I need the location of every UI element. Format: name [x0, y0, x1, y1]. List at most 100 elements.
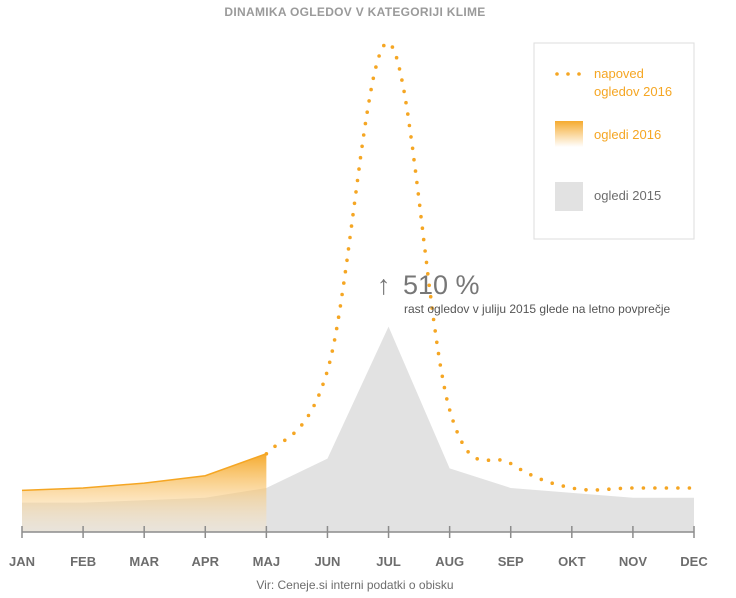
x-ticks: JAN FEB MAR APR MAJ JUN JUL AUG SEP OKT NOV DEC [9, 526, 708, 569]
forecast-dot [390, 45, 395, 49]
forecast-dot [584, 488, 588, 492]
forecast-dot [451, 419, 455, 423]
forecast-dot [397, 67, 402, 71]
forecast-dot [332, 338, 337, 342]
legend-label-2016: ogledi 2016 [594, 127, 661, 142]
forecast-dot [508, 461, 513, 466]
forecast-dot [630, 486, 634, 490]
forecast-dot [424, 260, 429, 265]
forecast-dot [324, 371, 329, 376]
x-tick-label: MAJ [253, 554, 280, 569]
forecast-dot [442, 385, 447, 390]
forecast-dot [438, 363, 443, 367]
forecast-dot [365, 110, 370, 114]
forecast-dot [402, 89, 406, 94]
forecast-dot [447, 408, 452, 412]
forecast-dot [436, 351, 441, 356]
forecast-dot [367, 99, 371, 103]
forecast-dot [394, 55, 399, 60]
forecast-dot [539, 477, 544, 482]
forecast-dot [348, 235, 352, 240]
forecast-dot [351, 212, 355, 217]
forecast-dot [427, 283, 432, 288]
forecast-dot [421, 237, 426, 242]
forecast-dot [445, 397, 449, 401]
annotation: ↑ 510 % rast ogledov v juliju 2015 glede… [377, 270, 671, 316]
x-tick-label: OKT [558, 554, 586, 569]
forecast-dot [518, 467, 523, 472]
forecast-dot [264, 452, 269, 456]
forecast-dot [346, 247, 351, 251]
forecast-dot [321, 382, 325, 387]
forecast-dot [371, 76, 376, 81]
area-2016-layer [21, 453, 267, 532]
forecast-dot [327, 360, 332, 365]
forecast-dot [676, 486, 680, 490]
forecast-dot [342, 281, 346, 285]
forecast-dot [374, 65, 378, 69]
forecast-dot [406, 112, 410, 116]
forecast-dot [529, 473, 533, 477]
forecast-dot [430, 306, 434, 310]
forecast-dot [330, 349, 335, 353]
forecast-dot [550, 481, 554, 486]
legend-label-forecast: napoved ogledov 2016 [594, 66, 672, 99]
forecast-dot [340, 292, 344, 297]
annotation-headline: 510 % [403, 270, 480, 300]
forecast-dot [334, 326, 339, 331]
x-tick-label: JUL [376, 554, 401, 569]
forecast-dot [345, 258, 349, 263]
x-tick-label: NOV [619, 554, 648, 569]
forecast-dot [498, 458, 502, 462]
forecast-dot [410, 146, 415, 151]
x-tick-label: MAR [129, 554, 159, 569]
forecast-dot [415, 180, 419, 185]
legend-label-2015: ogledi 2015 [594, 188, 661, 203]
forecast-dot [440, 374, 445, 379]
forecast-dot [409, 135, 413, 139]
annotation-text: rast ogledov v juliju 2015 glede na letn… [404, 302, 671, 316]
forecast-dot [354, 190, 358, 194]
forecast-dot [358, 155, 363, 160]
forecast-dot [653, 486, 657, 490]
source-note: Vir: Ceneje.si interni podatki o obisku [256, 578, 453, 592]
forecast-dot [426, 272, 430, 276]
x-tick-label: APR [192, 554, 220, 569]
forecast-dot [273, 444, 277, 449]
arrow-up-icon: ↑ [377, 270, 391, 300]
area-2016 [22, 453, 267, 532]
x-tick-label: DEC [680, 554, 708, 569]
forecast-dot [312, 403, 316, 408]
forecast-dot [343, 269, 348, 274]
forecast-dot [455, 430, 459, 434]
forecast-dot [306, 413, 311, 418]
forecast-dot [412, 157, 416, 162]
forecast-dot [336, 315, 341, 320]
forecast-dot [618, 486, 623, 491]
x-tick-label: AUG [435, 554, 464, 569]
forecast-dot [641, 486, 646, 490]
area-2016-edge [21, 453, 267, 492]
forecast-dot [361, 133, 366, 137]
forecast-dot [561, 484, 566, 488]
forecast-dot [369, 87, 373, 92]
forecast-dot [431, 317, 436, 322]
chart-title: DINAMIKA OGLEDOV V KATEGORIJI KLIME [224, 5, 485, 19]
area-2015-layer [22, 326, 694, 532]
x-tick-label: FEB [70, 554, 96, 569]
forecast-layer [264, 43, 692, 492]
forecast-dot [404, 100, 408, 105]
forecast-dot [664, 486, 669, 490]
forecast-dot [360, 144, 364, 149]
forecast-dot [420, 226, 425, 230]
forecast-dot [355, 178, 360, 183]
forecast-dot [363, 121, 368, 126]
legend: napoved ogledov 2016 ogledi 2016 ogledi … [533, 42, 695, 240]
forecast-dot [317, 393, 321, 397]
forecast-dot [423, 249, 427, 253]
x-tick-label: JAN [9, 554, 35, 569]
forecast-dot [435, 340, 439, 345]
forecast-dot [283, 438, 287, 443]
forecast-dot [417, 203, 422, 208]
forecast-dot [292, 431, 296, 436]
